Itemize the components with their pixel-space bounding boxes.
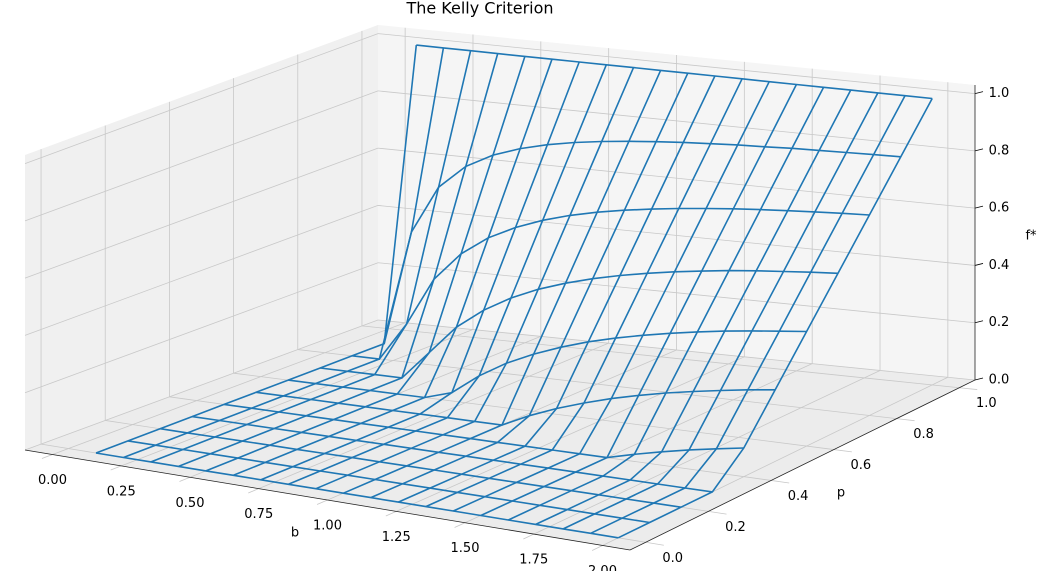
z-tick-mark — [974, 320, 984, 324]
z-grid-line — [377, 262, 976, 324]
y-tick-label: 0.6 — [851, 458, 872, 473]
x-tick-label: 1.75 — [519, 553, 548, 568]
z-tick-mark — [974, 263, 984, 266]
z-tick-mark — [974, 205, 984, 209]
x-tick-label: 0.00 — [38, 473, 67, 488]
x-tick-label: 1.50 — [451, 541, 480, 556]
z-tick-mark — [974, 377, 984, 381]
chart-title: The Kelly Criterion — [405, 0, 553, 18]
x-grid-line — [52, 322, 406, 455]
z-tick-label: 1.0 — [989, 86, 1010, 101]
wireframe — [95, 44, 933, 539]
y-tick-mark — [833, 449, 852, 453]
wire-line — [383, 140, 901, 344]
y-axis-label: p — [837, 486, 845, 501]
axis-line — [24, 449, 631, 551]
z-grid-line — [24, 33, 379, 164]
wire-line — [255, 388, 776, 426]
y-tick-mark — [896, 418, 915, 422]
z-tick-mark — [974, 91, 984, 94]
x-tick-mark — [385, 510, 397, 517]
x-tick-mark — [248, 488, 259, 494]
z-grid-line — [377, 319, 976, 381]
y-grid-line — [361, 325, 960, 389]
x-tick-mark — [179, 476, 191, 482]
z-tick-label: 0.6 — [989, 201, 1010, 216]
y-tick-mark — [959, 387, 978, 390]
wire-line — [320, 269, 839, 379]
panes — [25, 25, 975, 550]
x-tick-mark — [523, 533, 534, 540]
y-tick-label: 0.0 — [662, 551, 683, 566]
x-tick-mark — [454, 522, 466, 528]
wire-line — [159, 427, 682, 508]
labels: 0.00 0.25 0.50 0.75 1.00 1.25 1.50 1.75 2.00 0.0 0… — [38, 86, 1009, 571]
y-tick-label: 0.8 — [913, 427, 934, 442]
y-tick-label: 0.2 — [725, 520, 746, 535]
wire-line — [416, 44, 933, 100]
wire-line — [223, 403, 744, 459]
x-tick-mark — [316, 499, 328, 505]
x-tick-mark — [591, 545, 603, 551]
z-tick-label: 0.4 — [989, 258, 1010, 273]
x-tick-label: 0.50 — [176, 496, 205, 511]
y-grid-line — [297, 349, 897, 420]
z-grid-line — [24, 319, 379, 451]
z-grid-line — [377, 90, 976, 152]
wire-line — [95, 452, 619, 539]
z-tick-label: 0.0 — [989, 373, 1010, 388]
y-tick-label: 0.4 — [788, 489, 809, 504]
x-grid-line — [533, 370, 881, 535]
y-tick-mark — [771, 480, 790, 484]
wire-line — [191, 415, 713, 493]
x-tick-label: 0.25 — [107, 484, 136, 499]
y-tick-mark — [708, 510, 727, 515]
floor-pane — [25, 320, 975, 550]
z-tick-label: 0.2 — [989, 315, 1010, 330]
x-tick-label: 1.25 — [382, 530, 411, 545]
z-grid-line — [24, 205, 379, 336]
z-axis-label: f* — [1025, 229, 1037, 244]
y-tick-mark — [645, 541, 664, 546]
z-tick-label: 0.8 — [989, 143, 1010, 158]
x-tick-mark — [41, 454, 53, 459]
x-tick-label: 2.00 — [588, 564, 617, 571]
x-grid-line — [396, 356, 745, 512]
x-tick-mark — [110, 465, 122, 471]
z-grid-line — [377, 147, 976, 209]
x-tick-label: 0.75 — [244, 507, 273, 522]
x-tick-label: 1.00 — [313, 519, 342, 534]
z-tick-mark — [974, 148, 984, 152]
z-grid-line — [377, 205, 976, 266]
axis-line — [629, 379, 976, 551]
x-axis-label: b — [291, 526, 299, 541]
z-grid-line — [24, 262, 379, 394]
wire-line — [352, 207, 870, 360]
z-grid-line — [24, 147, 379, 279]
y-tick-label: 1.0 — [976, 396, 997, 411]
z-grid-line — [377, 33, 976, 94]
z-grid-line — [24, 90, 379, 222]
wire-line — [127, 440, 650, 524]
wire-line — [288, 330, 807, 399]
